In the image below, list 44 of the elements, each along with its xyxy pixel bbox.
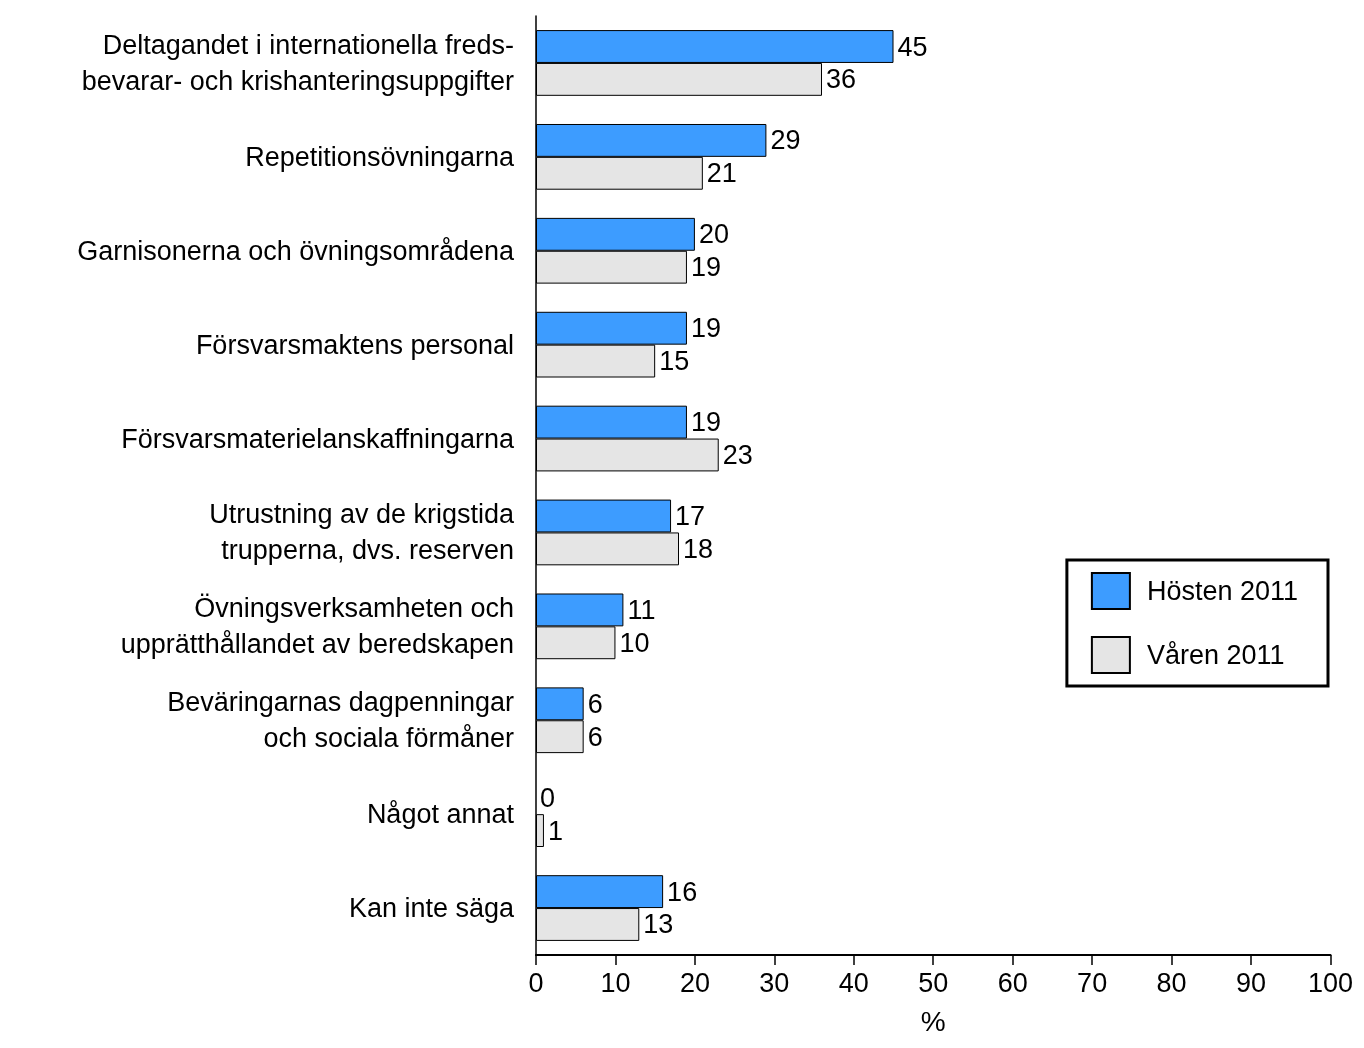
data-label: 19 xyxy=(690,407,721,438)
data-label: 10 xyxy=(619,627,650,658)
y-tick-label: Repetitionsövningarna xyxy=(245,141,515,172)
x-tick-label: 80 xyxy=(1156,967,1187,998)
data-label: 19 xyxy=(690,313,721,344)
x-axis-title: % xyxy=(920,1005,946,1037)
data-label: 29 xyxy=(770,125,801,156)
y-tick-label: Beväringarnas dagpenningar och sociala förmåner xyxy=(167,687,514,754)
x-tick-label: 70 xyxy=(1077,967,1108,998)
data-label: 23 xyxy=(722,439,753,470)
data-label: 0 xyxy=(540,782,556,813)
y-tick-label: Kan inte säga xyxy=(348,893,515,924)
x-tick-label: 20 xyxy=(679,967,710,998)
data-label: 1 xyxy=(547,815,563,846)
legend-label: Våren 2011 xyxy=(1146,640,1285,670)
data-label: 19 xyxy=(690,252,721,283)
data-label: 20 xyxy=(698,219,729,250)
x-tick-label: 10 xyxy=(600,967,631,998)
data-label: 21 xyxy=(706,158,737,189)
x-tick-label: 90 xyxy=(1236,967,1267,998)
data-label: 15 xyxy=(659,346,690,377)
data-label: 17 xyxy=(675,501,706,532)
legend-label: Hösten 2011 xyxy=(1146,576,1299,606)
x-tick-label: 50 xyxy=(918,967,949,998)
x-tick-label: 100 xyxy=(1307,967,1354,998)
data-label: 36 xyxy=(826,64,857,95)
data-label: 18 xyxy=(683,533,714,564)
data-label: 45 xyxy=(897,31,928,62)
data-label: 13 xyxy=(643,909,674,940)
x-tick-label: 0 xyxy=(528,967,544,998)
y-tick-label: Utrustning av de krigstida trupperna, dvs. reserven xyxy=(209,499,515,566)
data-label: 6 xyxy=(587,688,603,719)
x-tick-label: 60 xyxy=(997,967,1028,998)
data-label: 16 xyxy=(667,876,698,907)
y-tick-label: Deltagandet i internationella freds- bevarar- och krishanteringsuppgifter xyxy=(81,29,514,96)
data-label: 6 xyxy=(587,721,603,752)
y-tick-label: Garnisonerna och övningsområdena xyxy=(77,235,515,266)
data-label: 11 xyxy=(627,594,656,625)
y-tick-label: Försvarsmaktens personal xyxy=(195,329,514,360)
x-tick-label: 40 xyxy=(838,967,869,998)
y-tick-label: Något annat xyxy=(366,799,515,830)
y-tick-label: Försvarsmaterielanskaffningarna xyxy=(121,423,515,454)
y-tick-label: Övningsverksamheten och upprätthållandet av beredskapen xyxy=(120,593,514,660)
x-tick-label: 30 xyxy=(759,967,790,998)
